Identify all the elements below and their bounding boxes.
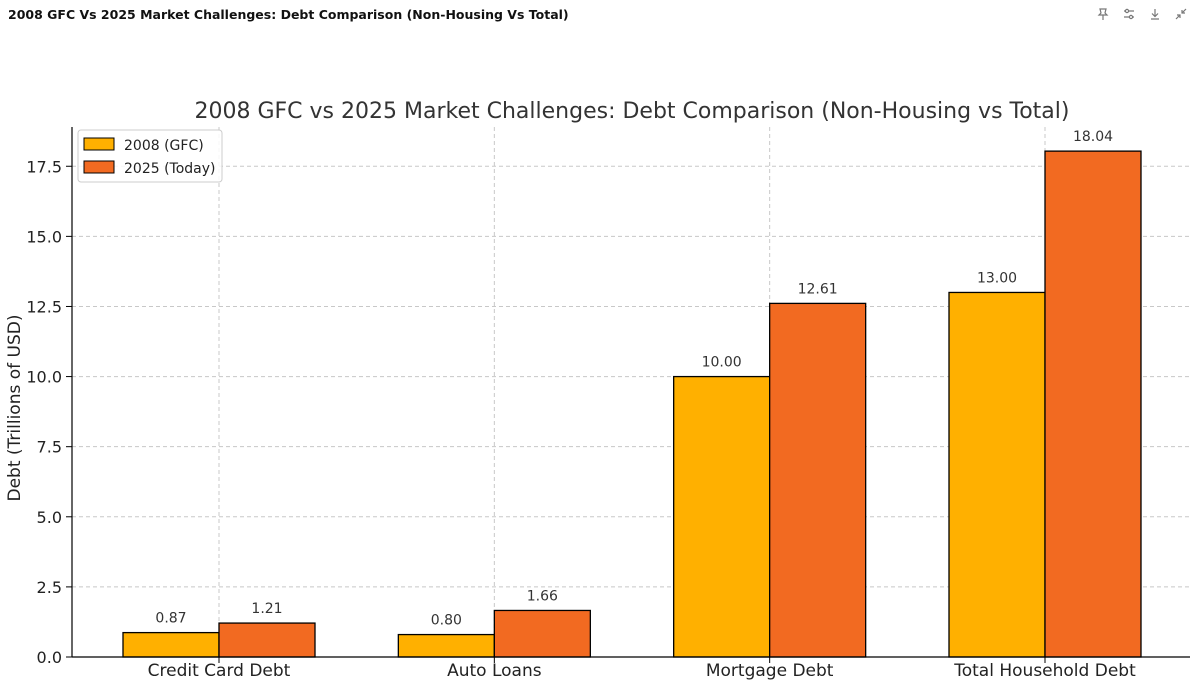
download-button[interactable] <box>1146 5 1164 23</box>
bar-value-label: 13.00 <box>977 270 1017 286</box>
bar-2008 <box>948 291 1046 658</box>
y-tick-label: 2.5 <box>37 578 62 597</box>
bar-value-label: 0.87 <box>155 611 186 627</box>
y-tick-label: 17.5 <box>26 157 62 176</box>
window-title: 2008 GFC Vs 2025 Market Challenges: Debt… <box>8 7 569 22</box>
legend-swatch-2008 <box>83 137 115 151</box>
bar-value-label: 18.04 <box>1073 129 1113 145</box>
bar-value-label: 12.61 <box>798 281 838 297</box>
bar-2025 <box>1044 150 1142 658</box>
collapse-icon <box>1175 8 1187 20</box>
y-tick-label: 12.5 <box>26 297 62 316</box>
y-tick-label: 0.0 <box>37 648 62 667</box>
bar-2008 <box>673 375 771 658</box>
chart-title: 2008 GFC vs 2025 Market Challenges: Debt… <box>195 99 1070 124</box>
bar-value-label: 1.21 <box>251 601 282 617</box>
axes-layer: 0.0 2.5 5.0 7.5 10.0 12.5 15.0 17.5 Credit Card … <box>26 127 1190 681</box>
window-titlebar: 2008 GFC Vs 2025 Market Challenges: Debt… <box>0 0 1200 30</box>
x-tick-label: Total Household Debt <box>953 661 1136 681</box>
pin-icon <box>1097 8 1109 20</box>
x-tick-label: Auto Loans <box>447 661 542 681</box>
bar-2025 <box>218 622 316 658</box>
bar-value-label: 0.80 <box>431 613 462 629</box>
bar-2008 <box>397 633 495 658</box>
x-tick-label: Credit Card Debt <box>148 661 291 681</box>
y-axis-title: Debt (Trillions of USD) <box>5 315 25 502</box>
y-tick-label: 10.0 <box>26 368 62 387</box>
bar-2025 <box>769 302 867 658</box>
settings-button[interactable] <box>1120 5 1138 23</box>
legend-label-2025: 2025 (Today) <box>124 161 216 177</box>
legend-label-2008: 2008 (GFC) <box>124 138 204 154</box>
bar-2008 <box>122 631 220 658</box>
bars-layer: 0.87 1.21 0.80 1.66 10.00 12.61 13.00 18.04 <box>122 129 1142 658</box>
toolbar <box>1094 5 1190 23</box>
legend-swatch-2025 <box>83 160 115 174</box>
x-tick-label: Mortgage Debt <box>706 661 834 681</box>
bar-value-label: 1.66 <box>527 588 558 604</box>
collapse-button[interactable] <box>1172 5 1190 23</box>
y-tick-label: 7.5 <box>37 438 62 457</box>
sliders-icon <box>1124 8 1134 20</box>
pin-button[interactable] <box>1094 5 1112 23</box>
legend: 2008 (GFC) 2025 (Today) <box>77 129 223 183</box>
y-tick-label: 5.0 <box>37 508 62 527</box>
bar-2025 <box>493 609 591 658</box>
y-tick-label: 15.0 <box>26 227 62 246</box>
bar-value-label: 10.00 <box>702 355 742 371</box>
download-icon <box>1151 9 1159 20</box>
